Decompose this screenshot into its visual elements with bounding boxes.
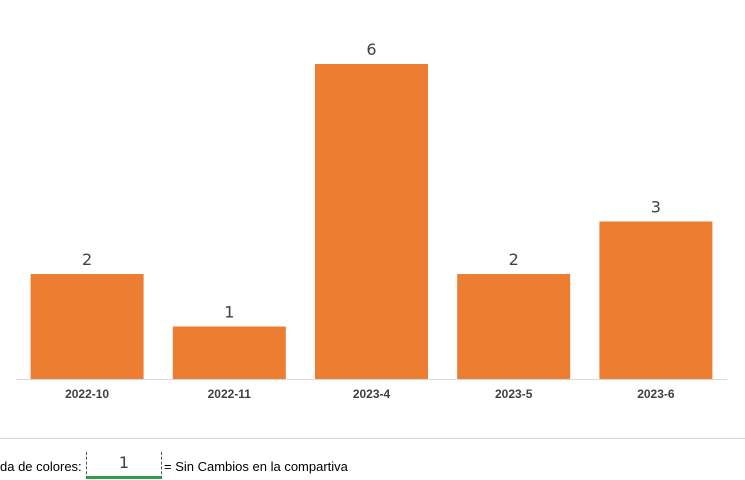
bars-group: [30, 64, 713, 379]
category-label-2022-10: 2022-10: [65, 387, 109, 401]
bar-chart: 2 1 6 2 3 2022-10 2022-11 2023-4 2023-5 2023-6: [16, 40, 727, 401]
category-label-2023-6: 2023-6: [637, 387, 675, 401]
category-label-2022-11: 2022-11: [208, 387, 252, 401]
bar-2022-10: [30, 274, 144, 379]
category-label-2023-5: 2023-5: [495, 387, 533, 401]
bar-2022-11: [172, 326, 286, 379]
legend-prefix: da de colores:: [0, 459, 82, 474]
value-labels-group: 2 1 6 2 3: [82, 40, 661, 322]
bar-2023-5: [457, 274, 571, 379]
legend-swatch: 1: [86, 452, 162, 479]
value-label-2023-4: 6: [366, 40, 376, 59]
value-label-2022-11: 1: [224, 303, 234, 322]
category-label-2023-4: 2023-4: [353, 387, 391, 401]
value-label-2023-6: 3: [651, 198, 661, 217]
color-legend: da de colores: 1 = Sin Cambios en la com…: [0, 452, 745, 480]
category-labels-group: 2022-10 2022-11 2023-4 2023-5 2023-6: [65, 387, 675, 401]
value-label-2022-10: 2: [82, 250, 92, 269]
section-divider: [0, 438, 745, 439]
legend-swatch-value: 1: [118, 453, 130, 472]
value-label-2023-5: 2: [509, 250, 519, 269]
bar-2023-6: [599, 221, 713, 379]
bar-2023-4: [315, 64, 428, 379]
legend-description: = Sin Cambios en la compartiva: [164, 459, 348, 474]
